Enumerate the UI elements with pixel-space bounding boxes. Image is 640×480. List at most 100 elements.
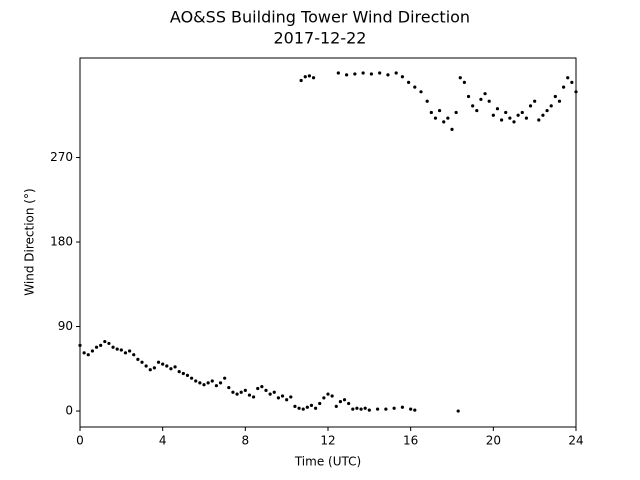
point xyxy=(400,75,404,79)
point xyxy=(239,390,243,394)
point xyxy=(520,110,524,115)
point xyxy=(285,398,289,402)
point xyxy=(94,345,99,349)
x-tick-label: 12 xyxy=(320,434,335,448)
point xyxy=(500,118,504,122)
point xyxy=(508,116,512,120)
plot-frame xyxy=(79,57,577,428)
point xyxy=(466,94,471,99)
point xyxy=(301,407,305,411)
point xyxy=(545,108,549,113)
point xyxy=(376,407,380,411)
point xyxy=(394,71,398,75)
point xyxy=(537,118,541,122)
x-tick-label: 4 xyxy=(159,434,167,448)
point xyxy=(361,71,365,75)
x-axis-label: Time (UTC) xyxy=(294,455,361,469)
point xyxy=(293,404,297,408)
point xyxy=(136,357,140,361)
point xyxy=(305,405,309,409)
point xyxy=(446,116,450,120)
point xyxy=(491,113,495,117)
point xyxy=(318,401,322,406)
point xyxy=(256,386,260,391)
point xyxy=(185,373,190,377)
point xyxy=(210,379,214,383)
point xyxy=(169,367,173,371)
point xyxy=(218,381,223,385)
point xyxy=(297,406,301,410)
point xyxy=(487,99,491,103)
point xyxy=(516,113,520,117)
point xyxy=(123,351,128,355)
point xyxy=(458,76,462,80)
point xyxy=(355,406,359,410)
point xyxy=(574,90,578,94)
point xyxy=(90,349,94,353)
point xyxy=(82,351,86,355)
point xyxy=(194,379,198,383)
point xyxy=(413,85,417,89)
point xyxy=(429,110,433,115)
x-tick-label: 0 xyxy=(76,434,84,448)
chart-subtitle: 2017-12-22 xyxy=(274,29,367,48)
point xyxy=(289,395,293,399)
point xyxy=(243,388,247,392)
point xyxy=(351,407,355,411)
point xyxy=(342,398,347,402)
y-tick-label: 270 xyxy=(50,150,73,164)
point xyxy=(553,94,557,99)
point xyxy=(409,407,413,411)
point xyxy=(566,76,570,80)
point xyxy=(223,376,227,380)
point xyxy=(264,388,268,392)
point xyxy=(231,390,235,394)
chart-title: AO&SS Building Tower Wind Direction xyxy=(170,8,470,27)
x-tick-label: 16 xyxy=(403,434,418,448)
point xyxy=(235,392,239,396)
point xyxy=(442,120,446,124)
x-tick-label: 24 xyxy=(568,434,583,448)
point xyxy=(347,401,351,406)
point xyxy=(438,108,442,113)
point xyxy=(392,406,396,410)
x-tick-label: 20 xyxy=(486,434,501,448)
point xyxy=(462,80,466,85)
point xyxy=(549,104,553,108)
y-axis-label: Wind Direction (°) xyxy=(23,188,37,295)
point xyxy=(99,343,103,347)
point xyxy=(128,349,132,353)
point xyxy=(570,80,574,85)
point xyxy=(475,108,479,113)
point xyxy=(140,360,144,364)
point xyxy=(336,71,340,75)
point xyxy=(483,92,487,96)
point xyxy=(557,99,562,103)
point xyxy=(367,408,371,412)
point xyxy=(359,407,363,411)
point xyxy=(471,104,475,108)
point xyxy=(528,104,533,108)
point xyxy=(173,365,177,369)
point xyxy=(103,339,107,344)
point xyxy=(214,384,218,388)
point xyxy=(260,385,264,389)
point xyxy=(433,116,438,120)
y-tick-label: 90 xyxy=(58,319,73,333)
point xyxy=(115,347,119,351)
point xyxy=(533,99,537,103)
point xyxy=(454,110,458,115)
point xyxy=(363,406,367,410)
point xyxy=(524,116,529,120)
point xyxy=(386,73,390,77)
point xyxy=(111,345,115,349)
point xyxy=(345,73,349,77)
point xyxy=(161,362,165,366)
point xyxy=(132,353,136,357)
point xyxy=(353,72,357,76)
point xyxy=(227,385,231,390)
point xyxy=(425,99,429,103)
point xyxy=(407,80,411,85)
point xyxy=(322,396,326,400)
point xyxy=(177,370,181,374)
